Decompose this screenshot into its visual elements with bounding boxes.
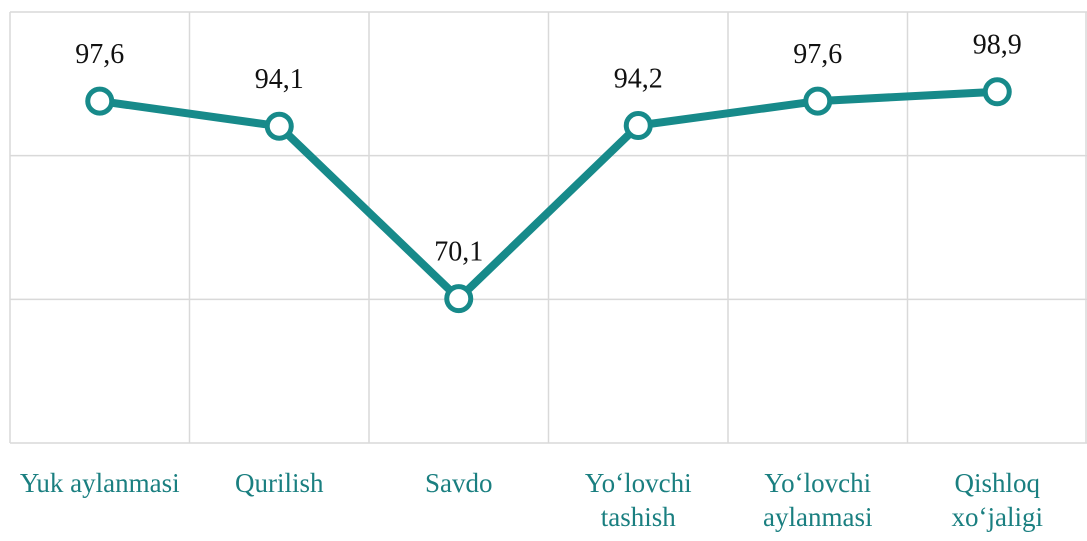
x-tick-label: Qurilish <box>234 468 324 498</box>
x-tick-label: Savdo <box>425 468 493 498</box>
point <box>803 86 833 116</box>
data-label: 94,1 <box>255 64 304 95</box>
data-label: 98,9 <box>973 30 1022 61</box>
x-tick-label: Yuk aylanmasi <box>19 468 180 498</box>
data-label: 97,6 <box>793 39 842 70</box>
point <box>982 77 1012 107</box>
point <box>444 284 474 314</box>
x-tick-label: Yo‘lovchi aylanmasi <box>763 468 873 532</box>
point <box>85 86 115 116</box>
data-label: 97,6 <box>75 39 124 70</box>
data-label: 94,2 <box>614 63 663 94</box>
x-tick-label: Yo‘lovchi tashish <box>584 468 692 532</box>
line <box>99 87 998 303</box>
point <box>264 111 294 141</box>
data-label: 70,1 <box>434 237 483 268</box>
x-tick-label: Qishloq xo‘jaligi <box>951 468 1043 532</box>
point <box>623 110 653 140</box>
